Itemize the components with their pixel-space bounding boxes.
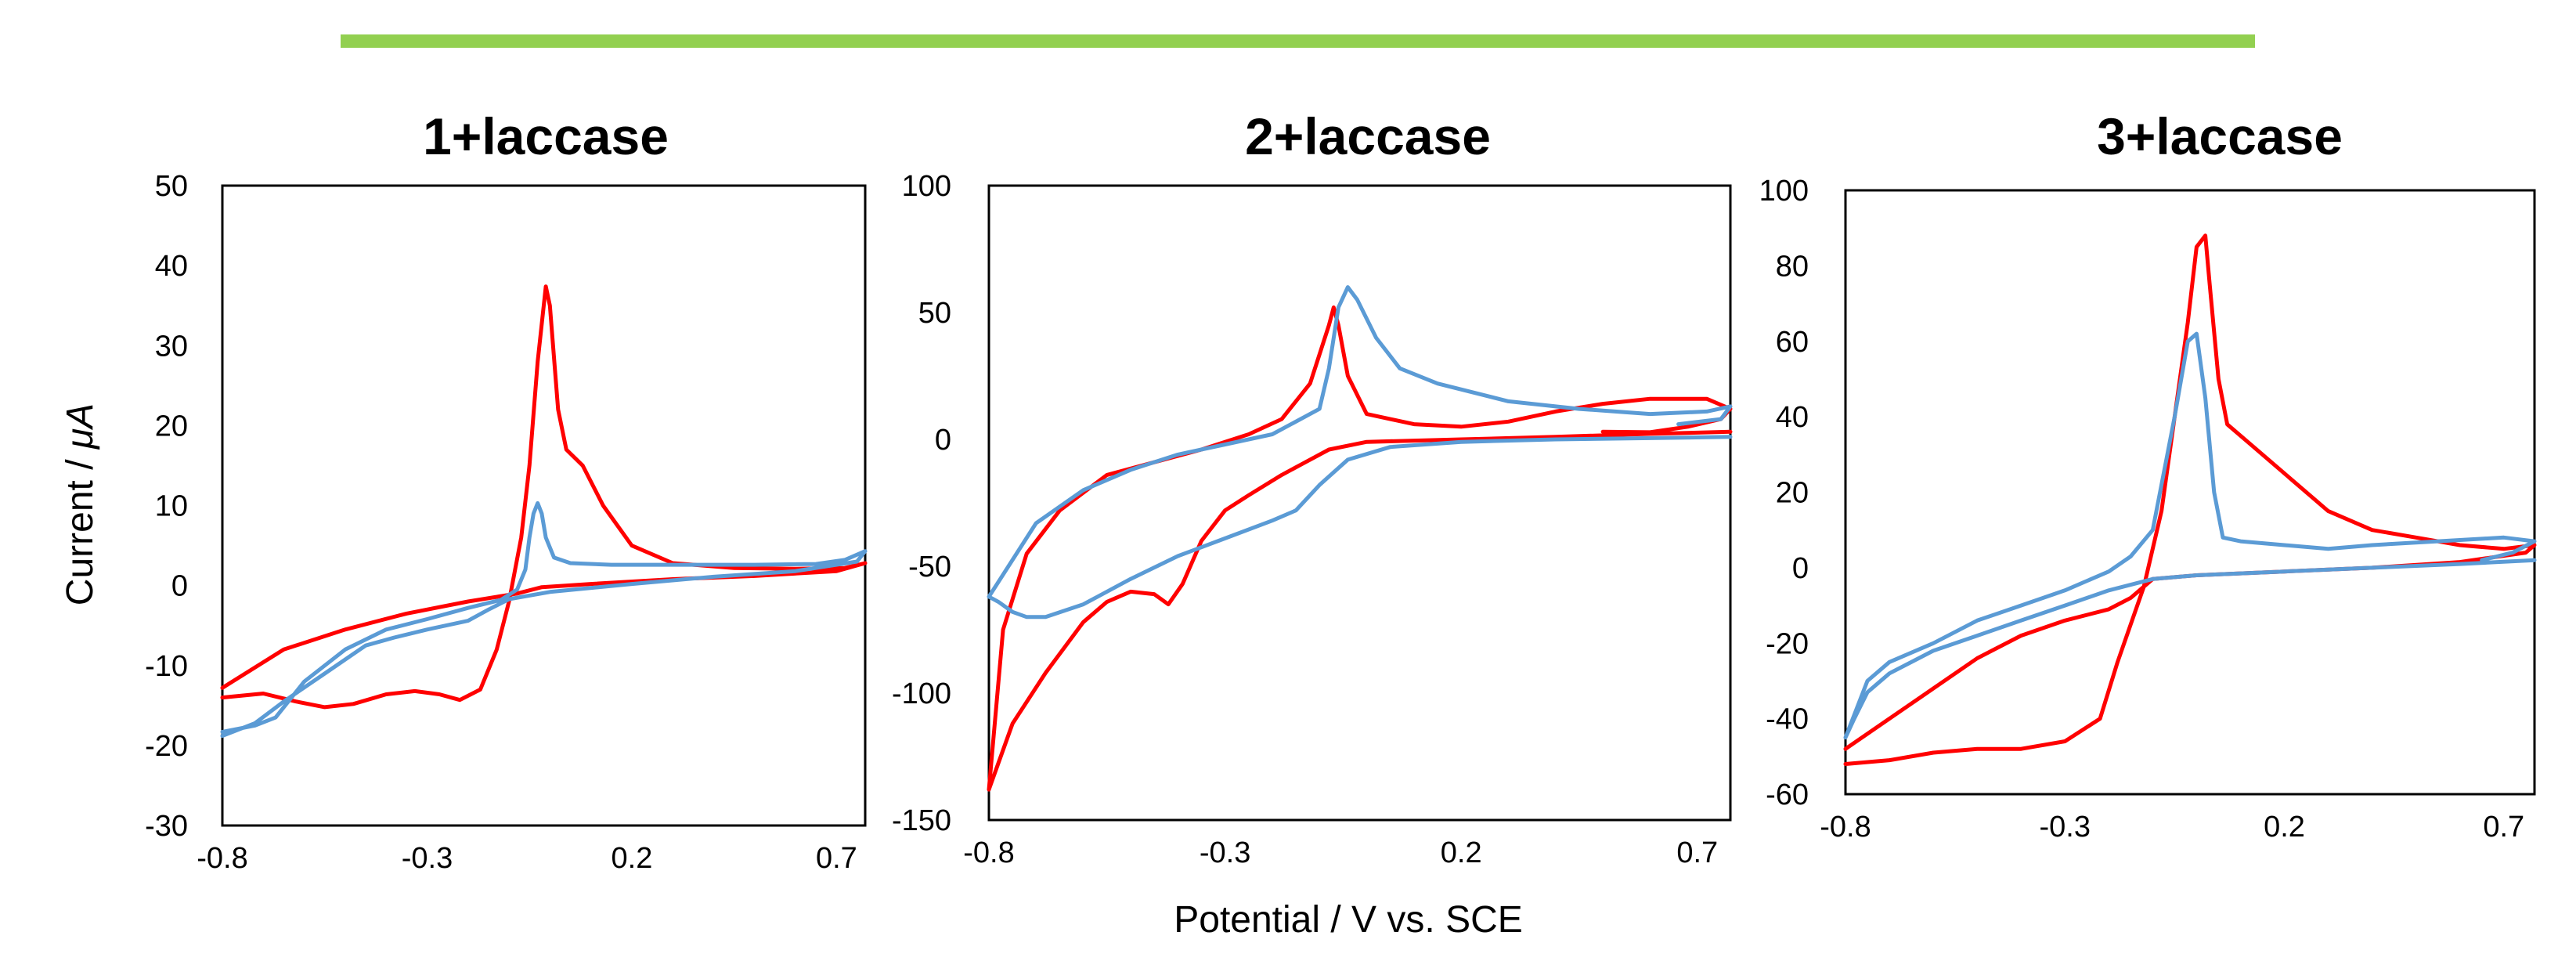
x-tick-label: -0.3 [2040, 811, 2091, 844]
series-lines-3 [1843, 233, 2537, 766]
blue-series-line [220, 500, 868, 739]
y-tick-label: 40 [1776, 401, 1809, 434]
y-tick-label: 10 [155, 490, 188, 523]
y-tick-labels-1: -30 -20 -10 0 10 20 30 40 50 [145, 170, 188, 843]
y-tick-label: 20 [155, 410, 188, 443]
y-tick-label: 80 [1776, 250, 1809, 283]
chart-title-2: 2+laccase [1245, 107, 1491, 165]
chart-title-3: 3+laccase [2097, 107, 2343, 165]
series-lines-2 [987, 285, 1733, 792]
x-tick-label: 0.2 [612, 842, 653, 875]
x-tick-labels-3: -0.8 -0.3 0.2 0.7 [1820, 811, 2524, 844]
y-tick-label: 50 [918, 297, 951, 330]
y-tick-label: -50 [908, 551, 951, 583]
y-tick-label: 40 [155, 250, 188, 283]
y-axis-label: Current / μA [60, 403, 101, 605]
y-tick-label: 100 [1759, 175, 1809, 208]
x-tick-label: -0.8 [963, 836, 1014, 869]
chart-panel-2: 2+laccase -150 -100 -50 0 50 100 -0.8 -0.3 0.2 0… [892, 107, 1733, 869]
series-lines-1 [220, 284, 868, 739]
x-tick-label: 0.2 [1441, 836, 1482, 869]
y-tick-labels-2: -150 -100 -50 0 50 100 [892, 170, 951, 837]
y-tick-label: 0 [935, 424, 951, 457]
x-tick-label: -0.3 [402, 842, 453, 875]
blue-series-line [1843, 331, 2537, 740]
plot-frame-2 [987, 184, 1732, 822]
y-tick-label: -10 [145, 650, 188, 683]
plot-frame-3 [1844, 189, 2536, 796]
x-tick-labels-1: -0.8 -0.3 0.2 0.7 [197, 842, 857, 875]
y-tick-label: 30 [155, 330, 188, 363]
y-tick-label: -60 [1766, 779, 1809, 811]
x-tick-label: 0.7 [1676, 836, 1718, 869]
blue-series-line [987, 285, 1733, 620]
chart-panel-1: 1+laccase -30 -20 -10 0 10 20 30 40 50 -0.8 -0.3 0… [145, 107, 868, 875]
y-tick-label: -20 [1766, 627, 1809, 660]
chart-panel-3: 3+laccase -60 -40 -20 0 20 40 60 80 100 -0.8 -0.3… [1759, 107, 2537, 844]
x-tick-label: -0.3 [1200, 836, 1250, 869]
plot-frame-1 [221, 184, 867, 827]
x-tick-label: -0.8 [197, 842, 247, 875]
y-tick-label: 50 [155, 170, 188, 203]
x-tick-label: 0.7 [2483, 811, 2524, 844]
y-tick-label: -20 [145, 730, 188, 763]
y-tick-label: -100 [892, 677, 951, 710]
banner-bar [341, 34, 2255, 48]
y-tick-label: -150 [892, 804, 951, 837]
red-series-line [1843, 233, 2537, 766]
red-series-line [220, 284, 868, 710]
x-tick-label: 0.7 [816, 842, 857, 875]
y-tick-labels-3: -60 -40 -20 0 20 40 60 80 100 [1759, 175, 1809, 811]
x-tick-label: 0.2 [2264, 811, 2305, 844]
y-tick-label: 0 [171, 570, 188, 603]
y-tick-label: 100 [902, 170, 951, 203]
chart-title-1: 1+laccase [423, 107, 669, 165]
y-tick-label: -30 [145, 810, 188, 843]
x-tick-labels-2: -0.8 -0.3 0.2 0.7 [963, 836, 1718, 869]
x-tick-label: -0.8 [1820, 811, 1871, 844]
y-tick-label: 0 [1792, 552, 1809, 585]
x-axis-label: Potential / V vs. SCE [1174, 899, 1523, 941]
y-tick-label: 60 [1776, 326, 1809, 359]
y-tick-label: 20 [1776, 477, 1809, 510]
y-tick-label: -40 [1766, 703, 1809, 736]
